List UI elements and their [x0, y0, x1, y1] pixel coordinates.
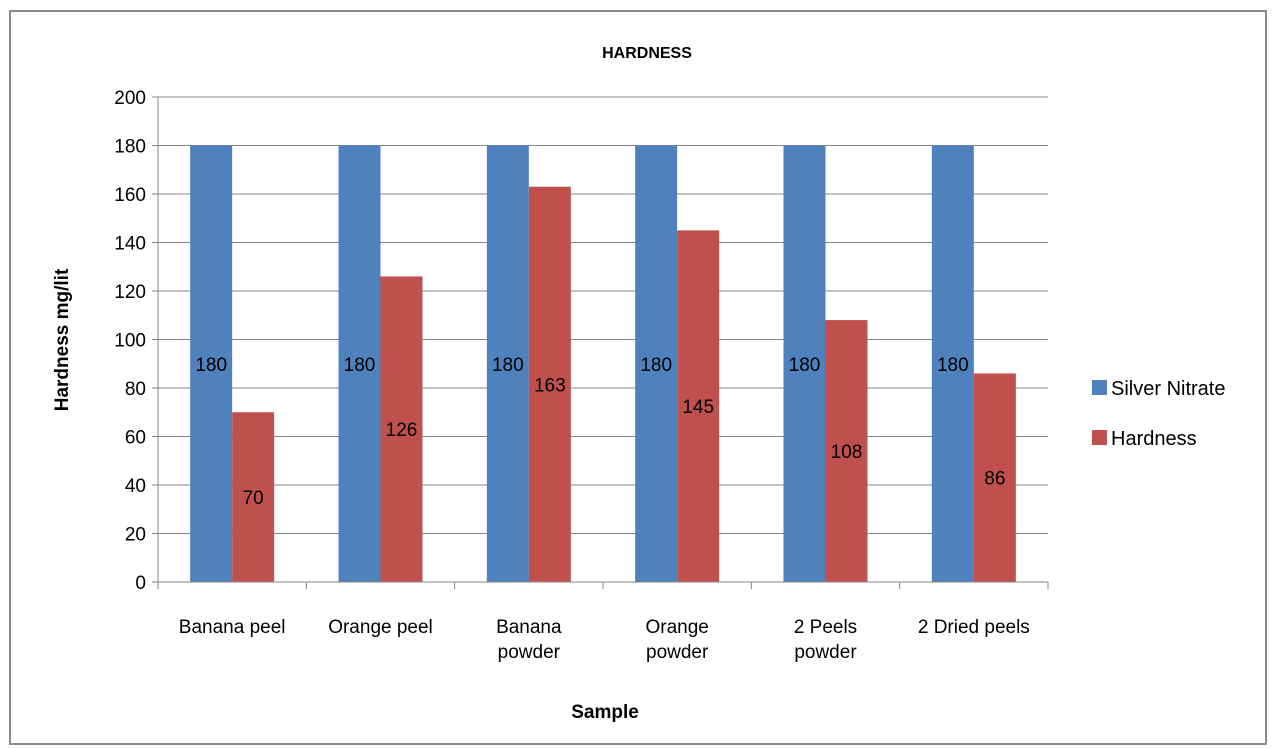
y-tick-label: 180	[114, 137, 146, 158]
y-tick-label: 40	[125, 476, 146, 497]
y-tick-label: 60	[125, 428, 146, 449]
labels: 0 20 40 60 80 100 120 140 160 180 200 Banana peel Or…	[114, 88, 1030, 663]
gridlines	[158, 96, 1048, 534]
x-tick-label: Banana powder	[496, 617, 562, 663]
legend-label: Silver Nitrate	[1111, 378, 1225, 400]
x-tick-label: Orange powder	[645, 617, 709, 663]
y-tick-label: 0	[135, 573, 146, 594]
bar-silver-nitrate	[931, 145, 974, 582]
legend-label: Hardness	[1111, 428, 1197, 450]
y-tick-label: 140	[114, 234, 146, 255]
y-tick-label: 20	[125, 525, 146, 546]
bar-silver-nitrate	[783, 145, 826, 582]
data-label: 70	[243, 488, 264, 509]
x-tick-label: Banana peel	[179, 617, 286, 638]
data-label: 145	[682, 397, 714, 418]
bar-hardness	[973, 373, 1016, 582]
bar-hardness	[825, 320, 868, 582]
bar-hardness	[380, 276, 423, 582]
x-axis-title: Sample	[571, 702, 639, 723]
bar-silver-nitrate	[338, 145, 381, 582]
bars	[190, 145, 1016, 582]
data-label: 126	[386, 420, 418, 441]
y-tick-label: 160	[114, 185, 146, 206]
data-label: 180	[937, 355, 969, 376]
axes	[152, 96, 1049, 589]
x-tick-label: 2 Peels powder	[794, 617, 858, 663]
y-tick-label: 80	[125, 379, 146, 400]
x-tick-label: 2 Dried peels	[918, 617, 1030, 638]
bar-silver-nitrate	[486, 145, 529, 582]
bar-hardness	[528, 186, 571, 582]
data-label: 86	[984, 469, 1005, 490]
bar-silver-nitrate	[635, 145, 678, 582]
y-tick-label: 120	[114, 282, 146, 303]
legend: Silver Nitrate Hardness	[1092, 378, 1225, 450]
bar-silver-nitrate	[190, 145, 233, 582]
chart-title: HARDNESS	[602, 45, 692, 62]
data-label: 108	[831, 442, 863, 463]
x-tick-label: Orange peel	[328, 617, 433, 638]
data-label: 180	[640, 355, 672, 376]
data-label: 180	[789, 355, 821, 376]
legend-swatch	[1092, 380, 1107, 395]
bar-hardness	[677, 230, 720, 582]
bar-hardness	[232, 412, 275, 582]
data-label: 180	[195, 355, 227, 376]
data-label: 180	[344, 355, 376, 376]
y-axis-title: Hardness mg/lit	[52, 268, 73, 411]
legend-swatch	[1092, 430, 1107, 445]
y-tick-label: 100	[114, 331, 146, 352]
data-label: 180	[492, 355, 524, 376]
data-label: 163	[534, 375, 566, 396]
y-tick-label: 200	[114, 88, 146, 109]
